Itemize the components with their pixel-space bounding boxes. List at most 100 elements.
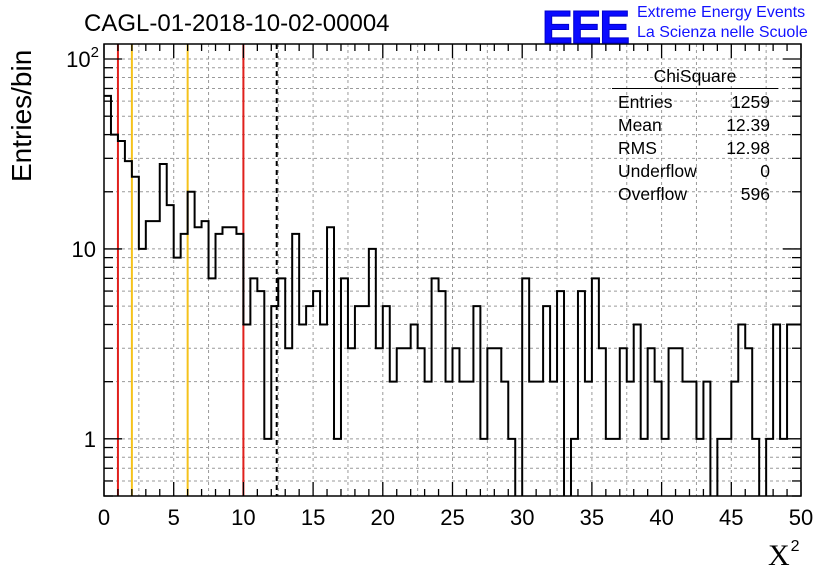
logo-tagline-1: Extreme Energy Events [637,4,806,21]
x-tick-label: 40 [649,505,673,530]
stats-label: RMS [618,138,657,158]
histogram-bin [383,306,390,496]
x-tick-label: 0 [98,505,110,530]
histogram-bin [216,234,223,496]
histogram-bin [132,177,139,496]
histogram-bin [202,221,209,496]
histogram-outline [104,94,801,496]
histogram-bin [209,278,216,496]
x-tick-label: 50 [789,505,813,530]
histogram-bin [669,348,676,496]
histogram-bin [557,291,564,496]
y-tick-label: 102 [66,44,99,72]
histogram-bin [362,306,369,496]
stats-value: 1259 [731,92,770,112]
histogram-bin [278,278,285,496]
x-tick-label: 30 [510,505,534,530]
stats-box: ChiSquare Entries 1259 Mean 12.39 RMS 12… [612,66,778,206]
histogram-bin [634,325,641,496]
x-axis-label-sup: 2 [790,538,800,555]
histogram-bin [285,348,292,496]
stats-row-rms: RMS 12.98 [612,137,778,160]
stats-row-overflow: Overflow 596 [612,183,778,206]
histogram [104,94,801,496]
histogram-bin [257,291,264,496]
histogram-bin [355,306,362,496]
histogram-bin [648,348,655,496]
x-tick-label: 35 [580,505,604,530]
histogram-bin [243,325,250,496]
histogram-bin [104,96,111,496]
histogram-bin [160,164,167,496]
histogram-bin [306,306,313,496]
histogram-bin [369,249,376,496]
histogram-bin [250,278,257,496]
logo-tagline-2: La Scienza nelle Scuole [637,24,808,41]
histogram-bin [738,325,745,496]
stats-title: ChiSquare [612,66,778,89]
histogram-bin [236,234,243,496]
histogram-bin [676,348,683,496]
histogram-bin [487,348,494,496]
x-tick-label: 10 [231,505,255,530]
x-ticks [103,44,802,496]
y-tick-label: 1 [84,427,96,452]
histogram-bin [494,348,501,496]
histogram-bin [292,234,299,496]
x-axis-label: X2 [768,538,800,573]
stats-label: Mean [618,115,662,135]
y-axis-label: Entries/bin [6,49,37,182]
stats-value: 0 [760,161,770,181]
histogram-bin [188,192,195,496]
x-axis-label-base: X [768,539,790,572]
histogram-bin [348,348,355,496]
y-ticks [104,58,801,497]
histogram-bin [411,325,418,496]
histogram-bin [118,141,125,496]
stats-row-mean: Mean 12.39 [612,114,778,137]
histogram-bin [299,325,306,496]
histogram-bin [397,348,404,496]
stats-label: Entries [618,92,673,112]
histogram-bin [543,306,550,496]
x-tick-label: 5 [168,505,180,530]
histogram-bin [174,258,181,496]
y-tick-label: 10 [72,237,96,262]
histogram-bin [320,325,327,496]
histogram-bin [592,278,599,496]
stats-value: 12.98 [726,138,770,158]
histogram-bin [620,348,627,496]
histogram-bin [453,348,460,496]
histogram-bin [599,348,606,496]
stats-value: 596 [740,184,770,204]
histogram-bin [404,348,411,496]
histogram-bin [794,325,801,496]
stats-row-entries: Entries 1259 [612,91,778,114]
histogram-bin [111,135,118,496]
histogram-bin [341,278,348,496]
histogram-bin [153,221,160,496]
stats-row-underflow: Underflow 0 [612,160,778,183]
histogram-bin [439,291,446,496]
histogram-bin [125,161,132,496]
eee-logo: EEE [541,1,630,54]
histogram-bin [745,348,752,496]
histogram-bin [146,221,153,496]
x-tick-label: 15 [301,505,325,530]
stats-label: Underflow [618,161,697,181]
histogram-bin [473,306,480,496]
histogram-bin [522,278,529,496]
histogram-bin [418,348,425,496]
histogram-bin [313,291,320,496]
histogram-bin [773,325,780,496]
histogram-bin [787,325,794,496]
histogram-bin [139,249,146,496]
histogram-bin [578,291,585,496]
histogram-bin [181,234,188,496]
stats-value: 12.39 [726,115,770,135]
histogram-bin [376,348,383,496]
x-tick-label: 45 [719,505,743,530]
chart-title: CAGL-01-2018-10-02-00004 [84,10,390,37]
x-tick-label: 20 [371,505,395,530]
